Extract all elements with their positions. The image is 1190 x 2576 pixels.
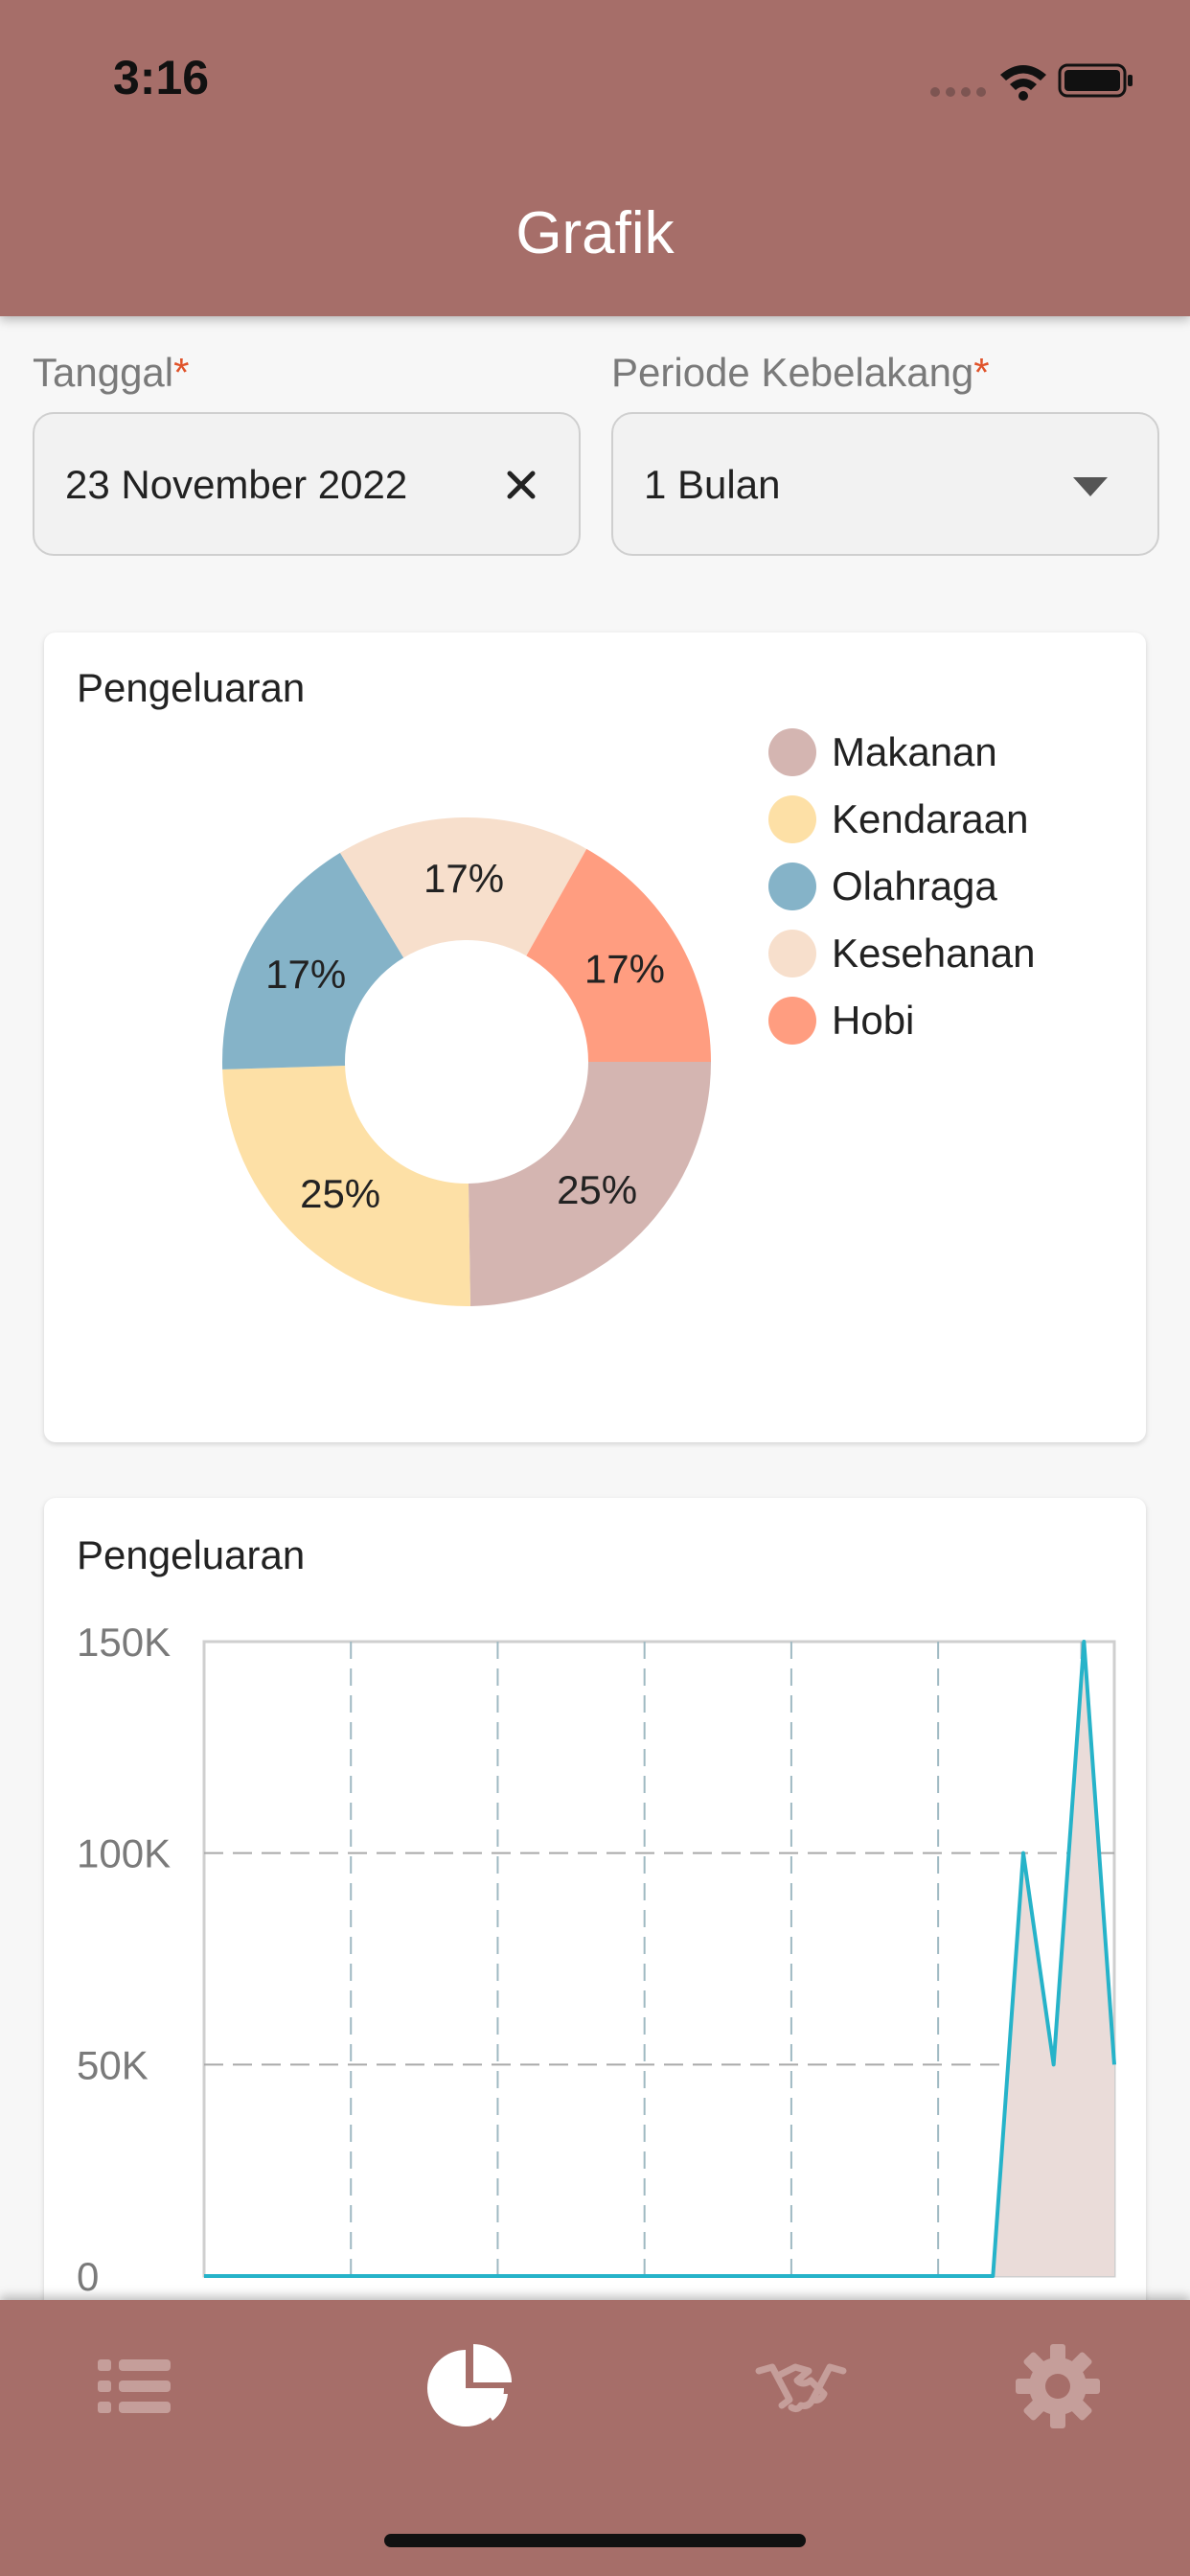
gear-icon[interactable]	[1010, 2338, 1106, 2434]
legend-swatch	[768, 728, 816, 776]
legend-label: Makanan	[832, 729, 997, 774]
legend-label: Kesehanan	[832, 931, 1036, 976]
series-line	[204, 1640, 1116, 2278]
legend-label: Hobi	[832, 998, 915, 1043]
signal-icon	[930, 87, 986, 97]
pie-slice-label: 25%	[557, 1167, 637, 1212]
status-time: 3:16	[113, 51, 210, 104]
pie-slice-label: 17%	[265, 952, 346, 997]
line-chart-title: Pengeluaran	[77, 1532, 306, 1577]
y-tick-label: 50K	[77, 2042, 149, 2087]
date-label: Tanggal*	[33, 350, 190, 395]
legend-swatch	[768, 862, 816, 910]
page-title: Grafik	[515, 200, 675, 266]
pie-slice-kesehanan	[339, 817, 587, 958]
legend-swatch	[768, 997, 816, 1045]
home-indicator	[384, 2534, 806, 2547]
line-chart: 0 50K 100K 150K	[77, 1620, 1116, 2299]
list-icon[interactable]	[86, 2338, 182, 2434]
legend-item: Hobi	[768, 987, 1036, 1054]
handshake-icon[interactable]	[753, 2338, 849, 2434]
pie-slice-makanan	[468, 1062, 711, 1306]
legend-item: Kendaraan	[768, 786, 1036, 853]
date-field[interactable]: 23 November 2022	[33, 412, 581, 556]
period-label: Periode Kebelakang*	[611, 350, 990, 395]
legend-item: Makanan	[768, 719, 1036, 786]
y-tick-label: 0	[77, 2254, 99, 2299]
pie-chart-card: Pengeluaran 25% 25% 17% 17% 17% Makanan Kenda…	[44, 632, 1146, 1442]
bottom-nav	[0, 2300, 1190, 2468]
legend-swatch	[768, 930, 816, 978]
period-select[interactable]: 1 Bulan	[611, 412, 1159, 556]
pie-slice-label: 25%	[300, 1171, 380, 1216]
legend-label: Kendaraan	[832, 796, 1029, 841]
area-fill	[204, 1642, 1114, 2276]
date-value: 23 November 2022	[65, 462, 408, 507]
pie-slice-hobi	[526, 848, 711, 1062]
battery-icon	[1058, 63, 1133, 98]
pie-chart: 25% 25% 17% 17% 17%	[222, 817, 711, 1306]
period-value: 1 Bulan	[644, 462, 781, 507]
legend-item: Kesehanan	[768, 920, 1036, 987]
chevron-down-icon	[1073, 477, 1108, 496]
home-indicator-area	[0, 2468, 1190, 2576]
app-bar: 3:16 Grafik	[0, 0, 1190, 316]
y-tick-label: 100K	[77, 1831, 171, 1876]
pie-legend: Makanan Kendaraan Olahraga Kesehanan Hobi	[768, 719, 1036, 1054]
line-chart-card: Pengeluaran 0 50K 100K 150K	[44, 1498, 1146, 2360]
pie-chart-icon[interactable]	[422, 2338, 517, 2434]
pie-slice-olahraga	[222, 852, 404, 1070]
pie-slice-kendaraan	[222, 1065, 470, 1306]
plot-frame	[202, 1640, 1116, 2278]
pie-slice-label: 17%	[584, 947, 665, 992]
wifi-icon	[1000, 65, 1046, 101]
legend-swatch	[768, 795, 816, 843]
legend-label: Olahraga	[832, 863, 997, 908]
legend-item: Olahraga	[768, 853, 1036, 920]
pie-chart-title: Pengeluaran	[77, 665, 306, 710]
pie-slice-label: 17%	[423, 856, 504, 901]
status-icons	[930, 63, 1133, 101]
y-tick-label: 150K	[77, 1620, 171, 1665]
close-icon[interactable]	[502, 466, 540, 504]
